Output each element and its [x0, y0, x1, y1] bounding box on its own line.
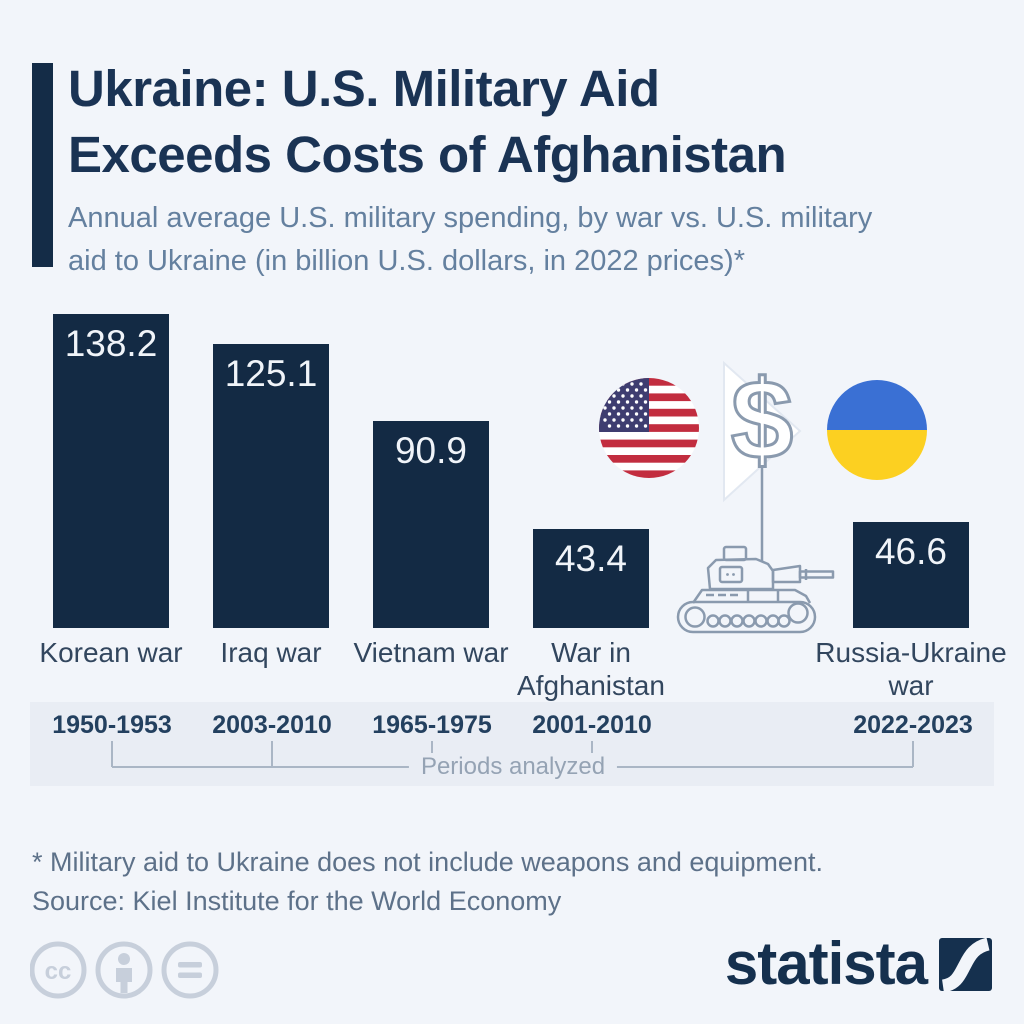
- value-label: 43.4: [554, 538, 627, 579]
- source-line: Source: Kiel Institute for the World Eco…: [32, 886, 562, 916]
- chart-subtitle: Annual average U.S. military spending, b…: [68, 197, 872, 283]
- svg-text:cc: cc: [45, 958, 72, 985]
- svg-text:$: $: [731, 357, 793, 482]
- footnote: * Military aid to Ukraine does not inclu…: [32, 847, 823, 877]
- category-label-war-in-afghanistan: War in Afghanistan: [517, 637, 665, 701]
- period-label-2001-2010: 2001-2010: [532, 711, 652, 739]
- period-label-2003-2010: 2003-2010: [212, 711, 332, 739]
- dollar-pennant-icon: $: [723, 356, 802, 562]
- statista-logo-mark: [939, 937, 992, 991]
- bar-vietnam-war: 90.9: [373, 421, 489, 628]
- attribution-person-icon: [95, 941, 153, 999]
- value-label: 46.6: [874, 531, 947, 572]
- period-label-1950-1953: 1950-1953: [52, 711, 172, 739]
- category-label-vietnam-war: Vietnam war: [353, 637, 509, 668]
- value-label: 125.1: [224, 353, 318, 394]
- bar-war-in-afghanistan: 43.4: [533, 529, 649, 628]
- page-title: Ukraine: U.S. Military Aid Exceeds Costs…: [68, 56, 787, 188]
- category-label-russia-ukraine-war: Russia-Ukraine war: [815, 637, 1007, 701]
- title-accent-bar: [32, 63, 53, 267]
- statista-wordmark: statista: [724, 930, 928, 997]
- us-flag-icon: [599, 378, 699, 478]
- bar-russia-ukraine-war: 46.6: [853, 522, 969, 628]
- category-label-iraq-war: Iraq war: [220, 637, 322, 668]
- license-icons: cc: [30, 941, 219, 999]
- category-label-korean-war: Korean war: [39, 637, 183, 668]
- bar-iraq-war: 125.1: [213, 344, 329, 628]
- cc-icon: [30, 941, 87, 999]
- statista-logo: statista: [724, 930, 992, 997]
- value-label: 90.9: [394, 430, 467, 471]
- title-line-2: Exceeds Costs of Afghanistan: [68, 126, 787, 183]
- equals-icon: [161, 941, 219, 999]
- subtitle-line-2: aid to Ukraine (in billion U.S. dollars,…: [68, 245, 745, 277]
- tank-icon: [676, 545, 835, 634]
- periods-caption: Periods analyzed: [408, 753, 618, 781]
- title-line-1: Ukraine: U.S. Military Aid: [68, 60, 660, 117]
- subtitle-line-1: Annual average U.S. military spending, b…: [68, 202, 873, 234]
- bar-korean-war: 138.2: [53, 314, 169, 628]
- period-label-1965-1975: 1965-1975: [372, 711, 492, 739]
- period-label-2022-2023: 2022-2023: [853, 711, 973, 739]
- ukraine-flag-icon: [827, 380, 927, 480]
- value-label: 138.2: [64, 323, 158, 364]
